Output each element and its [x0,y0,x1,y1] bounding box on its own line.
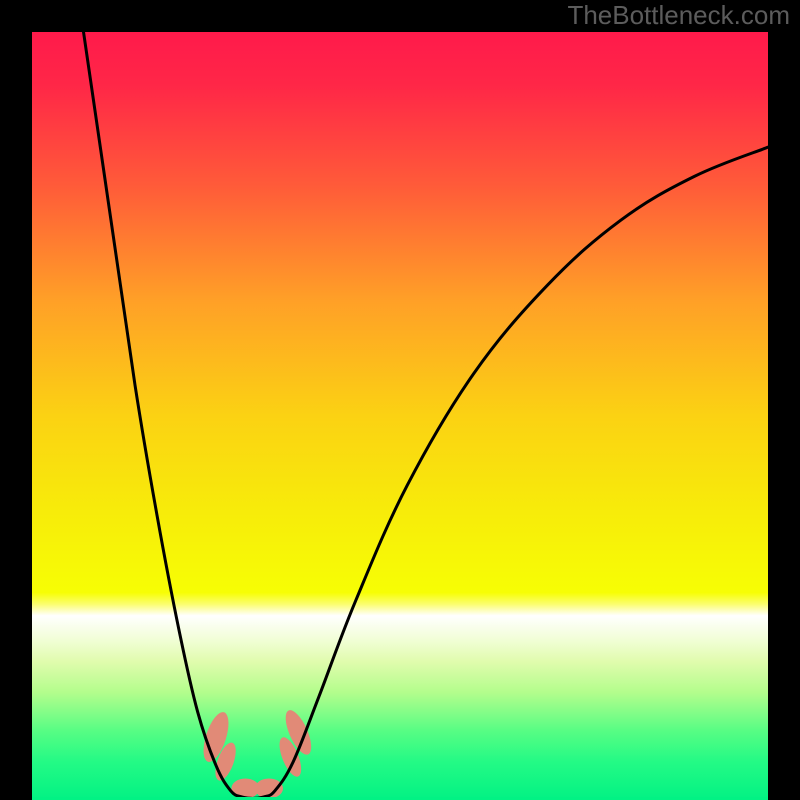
plot-area [32,32,768,800]
plot-background [32,32,768,800]
chart-frame: TheBottleneck.com [0,0,800,800]
watermark-text: TheBottleneck.com [567,0,790,31]
plot-svg [32,32,768,800]
